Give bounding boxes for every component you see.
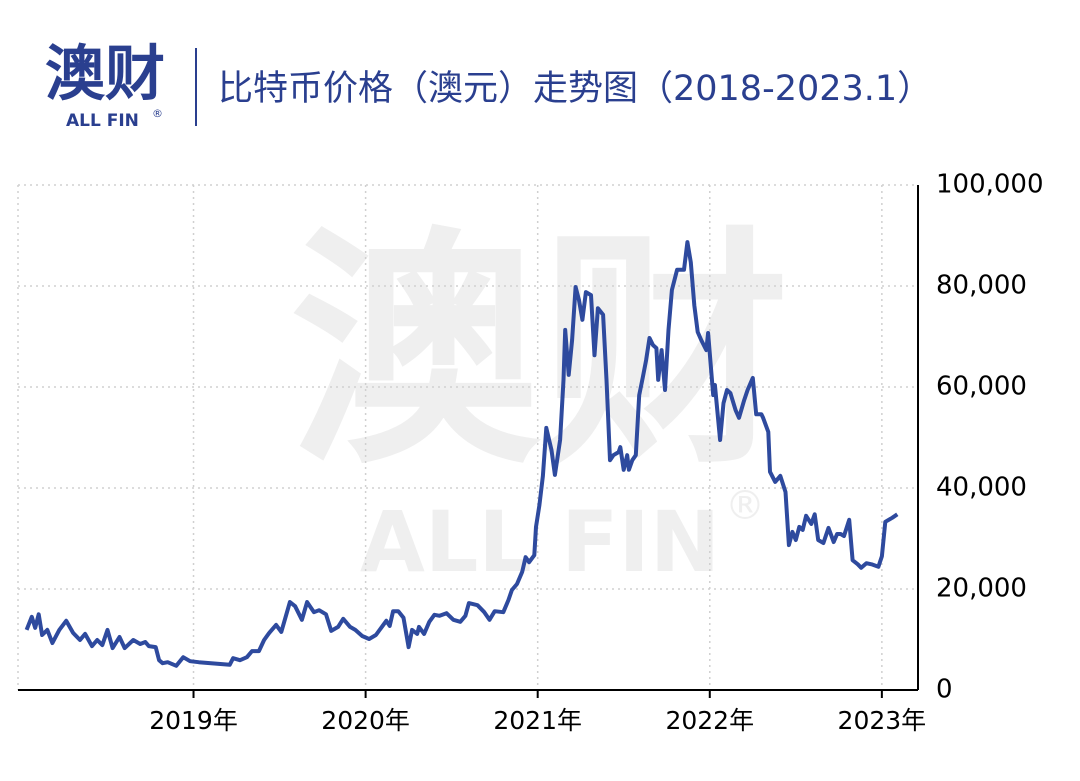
y-tick-label: 0 [936,675,953,705]
x-tick-label: 2022年 [665,706,754,735]
y-tick-label: 40,000 [936,473,1027,503]
watermark-name: 澳财 [290,206,790,497]
logo-mark: ® [152,107,163,120]
header: 澳财 ALL FIN ® 比特币价格（澳元）走势图（2018-2023.1） [45,40,932,131]
y-tick-label: 100,000 [936,170,1044,200]
price-line [24,240,899,668]
y-tick-label: 20,000 [936,574,1027,604]
x-tick-label: 2020年 [321,706,410,735]
y-tick-label: 60,000 [936,372,1027,402]
x-tick-label: 2019年 [149,706,238,735]
logo-name: 澳财 [45,40,165,110]
x-tick-label: 2023年 [838,706,927,735]
x-tick-label: 2021年 [493,706,582,735]
y-tick-label: 80,000 [936,271,1027,301]
chart-title: 比特币价格（澳元）走势图（2018-2023.1） [218,69,932,109]
logo-sub: ALL FIN [66,111,139,131]
watermark-mark: ® [725,483,765,529]
